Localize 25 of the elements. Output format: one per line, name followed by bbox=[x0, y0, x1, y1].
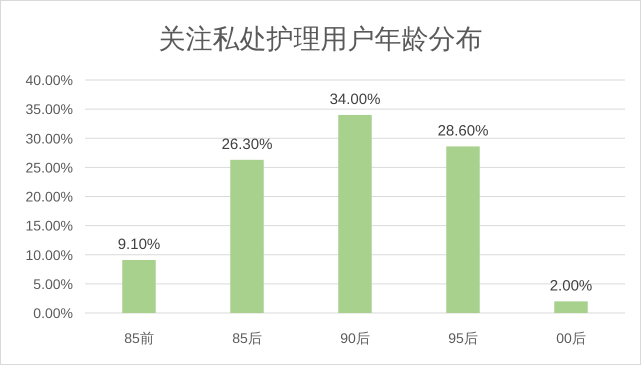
data-label: 9.10% bbox=[118, 236, 160, 253]
x-tick-label: 95后 bbox=[448, 330, 478, 346]
y-tick-label: 0.00% bbox=[33, 305, 73, 321]
y-tick-label: 20.00% bbox=[26, 188, 73, 204]
data-label: 34.00% bbox=[330, 90, 380, 108]
chart-title: 关注私处护理用户年龄分布 bbox=[158, 24, 482, 55]
bar bbox=[122, 260, 156, 313]
bar bbox=[446, 146, 480, 313]
x-tick-label: 90后 bbox=[340, 330, 370, 346]
data-label: 2.00% bbox=[550, 277, 592, 294]
y-tick-label: 5.00% bbox=[33, 276, 73, 292]
x-tick-label: 85后 bbox=[232, 330, 262, 346]
y-tick-label: 40.00% bbox=[26, 72, 73, 88]
x-tick-label: 85前 bbox=[124, 330, 154, 346]
bar bbox=[230, 160, 264, 313]
y-tick-label: 30.00% bbox=[26, 130, 73, 146]
y-tick-label: 10.00% bbox=[26, 246, 73, 263]
y-tick-label: 15.00% bbox=[26, 218, 73, 234]
y-tick-label: 25.00% bbox=[26, 159, 73, 176]
data-label: 28.60% bbox=[438, 122, 488, 140]
data-label: 26.30% bbox=[222, 136, 272, 153]
x-tick-label: 00后 bbox=[556, 330, 586, 346]
bar bbox=[338, 114, 372, 313]
bar bbox=[554, 301, 588, 313]
y-tick-label: 35.00% bbox=[26, 101, 73, 118]
